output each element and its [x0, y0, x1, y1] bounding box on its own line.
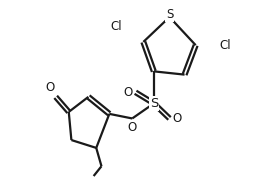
- Text: O: O: [124, 86, 133, 99]
- Text: O: O: [128, 121, 137, 134]
- Text: S: S: [150, 97, 158, 110]
- Text: S: S: [166, 8, 173, 21]
- Text: O: O: [45, 81, 54, 94]
- Text: O: O: [172, 112, 181, 125]
- Text: Cl: Cl: [111, 20, 122, 33]
- Text: Cl: Cl: [219, 39, 231, 52]
